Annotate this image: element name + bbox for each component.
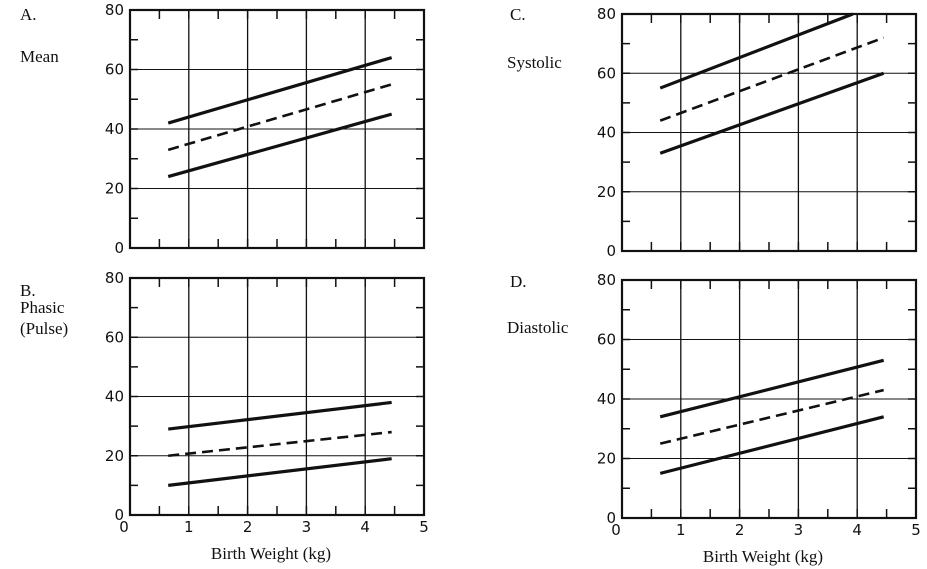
- series-line-2-dashed: [167, 83, 393, 152]
- x-tick-label: 0: [119, 518, 129, 536]
- series-line-1-solid: [659, 12, 854, 90]
- plot-frame: [128, 276, 426, 517]
- y-tick-label: 60: [597, 331, 616, 349]
- y-tick-label: 40: [597, 390, 616, 408]
- x-tick-label: 1: [676, 521, 686, 539]
- y-tick-label: 0: [606, 509, 616, 527]
- series-line-3-solid: [167, 112, 393, 179]
- x-tick-label: 4: [360, 518, 370, 536]
- panel-label: A.: [20, 5, 37, 24]
- y-tick-label: 60: [105, 328, 124, 346]
- x-axis-label: Birth Weight (kg): [211, 544, 331, 563]
- series-line-2-dashed: [659, 36, 885, 122]
- x-axis-label: Birth Weight (kg): [703, 547, 823, 566]
- x-tick-label: 0: [611, 521, 621, 539]
- plot-frame: [128, 8, 426, 250]
- x-tick-label: 2: [735, 521, 745, 539]
- y-tick-label: 20: [597, 183, 616, 201]
- y-tick-label: 60: [597, 64, 616, 82]
- y-axis-label: (Pulse): [20, 319, 68, 338]
- x-tick-label: 1: [184, 518, 194, 536]
- panel-label: C.: [510, 5, 526, 24]
- y-tick-label: 40: [105, 120, 124, 138]
- series-line-3-solid: [659, 71, 885, 155]
- panel-label: B.: [20, 281, 36, 300]
- y-tick-label: 80: [105, 1, 124, 19]
- y-axis-label: Systolic: [507, 53, 562, 72]
- x-tick-label: 5: [419, 518, 429, 536]
- y-axis-label: Diastolic: [507, 318, 569, 337]
- x-tick-label: 5: [911, 521, 921, 539]
- series-line-3-solid: [659, 415, 885, 475]
- series-line-1-solid: [659, 358, 885, 419]
- series-line-2-dashed: [659, 388, 884, 445]
- series-line-1-solid: [167, 56, 393, 125]
- y-tick-label: 60: [105, 61, 124, 79]
- y-tick-label: 0: [114, 506, 124, 524]
- plot-frame: [620, 278, 918, 520]
- y-tick-label: 40: [105, 388, 124, 406]
- series-line-1-solid: [168, 400, 392, 431]
- y-tick-label: 40: [597, 124, 616, 142]
- series-line-3-solid: [168, 457, 392, 487]
- x-tick-label: 3: [794, 521, 804, 539]
- y-tick-label: 20: [105, 447, 124, 465]
- y-tick-label: 0: [114, 239, 124, 257]
- y-axis-label: Mean: [20, 47, 59, 66]
- panel-label: D.: [510, 272, 527, 291]
- x-tick-label: 4: [852, 521, 862, 539]
- y-tick-label: 80: [597, 5, 616, 23]
- plot-frame: [620, 12, 918, 253]
- y-tick-label: 20: [597, 450, 616, 468]
- y-tick-label: 80: [597, 271, 616, 289]
- y-tick-label: 20: [105, 180, 124, 198]
- series-line-2-dashed: [168, 430, 392, 458]
- y-tick-label: 80: [105, 269, 124, 287]
- x-tick-label: 3: [302, 518, 312, 536]
- x-tick-label: 2: [243, 518, 253, 536]
- y-tick-label: 0: [606, 242, 616, 260]
- y-axis-label: Phasic: [20, 298, 65, 317]
